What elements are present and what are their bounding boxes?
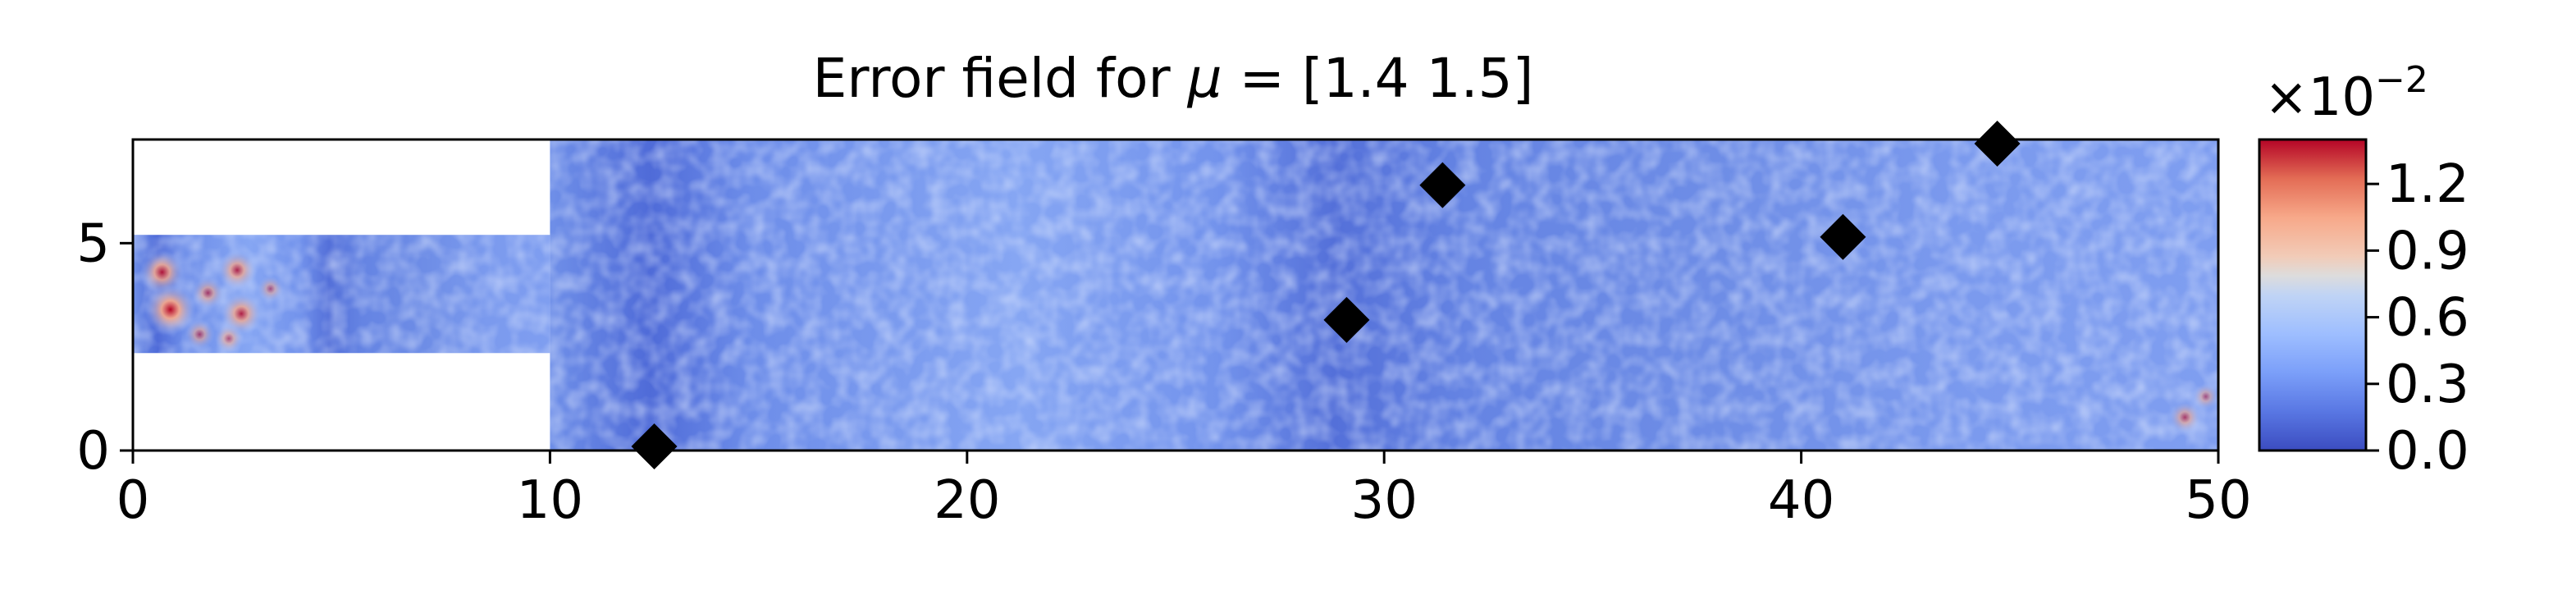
colorbar-tick-label: 0.3	[2386, 355, 2469, 415]
sensor-marker	[1323, 296, 1370, 343]
y-tick-label: 0	[76, 421, 110, 482]
error-hotspot	[214, 323, 244, 354]
error-hotspot	[220, 292, 263, 335]
error-hotspot	[191, 277, 225, 309]
sensor-marker	[1419, 162, 1466, 208]
error-hotspot	[139, 249, 185, 295]
error-hotspot	[2168, 400, 2202, 434]
sensor-marker	[1974, 121, 2021, 167]
main-region-texture	[550, 140, 2218, 451]
error-hotspot	[184, 319, 215, 350]
y-axis: 05	[76, 213, 133, 482]
colorbar-tick-label: 0.9	[2386, 221, 2469, 281]
x-tick-label: 40	[1768, 470, 1834, 531]
chart-title: Error field for μ = [1.4 1.5]	[813, 47, 1534, 110]
error-hotspot	[2192, 383, 2220, 410]
x-tick-label: 20	[934, 470, 1000, 531]
plot-frame	[131, 138, 2220, 452]
sensor-marker	[1820, 213, 1866, 260]
sensor-markers	[631, 121, 2021, 469]
x-tick-label: 10	[517, 470, 583, 531]
x-tick-label: 30	[1350, 470, 1417, 531]
colorbar-multiplier: ×10−2	[2264, 59, 2428, 128]
x-tick-label: 50	[2185, 470, 2251, 531]
error-hotspot	[217, 250, 258, 290]
colorbar-ticks: 0.00.30.6 0.91.2	[2366, 154, 2469, 482]
error-hotspot	[257, 275, 285, 303]
colorbar-tick-label: 1.2	[2386, 154, 2469, 215]
x-tick-label: 0	[116, 470, 150, 531]
error-hotspot	[144, 284, 196, 336]
x-axis: 0 10 20 30 40 50	[116, 451, 2252, 531]
sensor-marker	[631, 423, 678, 469]
colorbar	[2258, 138, 2368, 452]
colorbar-tick-label: 0.0	[2386, 421, 2469, 482]
error-field	[133, 140, 2218, 451]
error-hotspots	[139, 249, 2220, 434]
y-tick-label: 5	[76, 213, 110, 274]
colorbar-tick-label: 0.6	[2386, 288, 2469, 349]
